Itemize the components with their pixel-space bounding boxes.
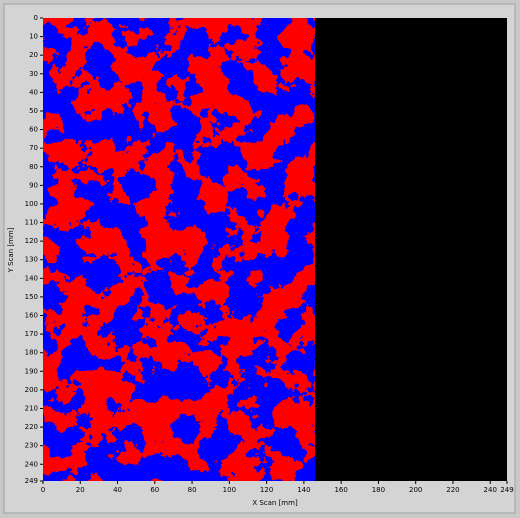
y-tick-label: 249 — [25, 477, 38, 485]
x-tick-label: 60 — [150, 486, 159, 494]
x-tick-label: 249 — [500, 486, 513, 494]
scan-image — [43, 18, 315, 481]
y-tick-label: 10 — [29, 33, 38, 41]
x-tick-label: 0 — [41, 486, 45, 494]
y-tick-label: 120 — [25, 237, 38, 245]
y-tick-label: 100 — [25, 200, 38, 208]
y-tick-label: 170 — [25, 330, 38, 338]
y-tick-label: 80 — [29, 163, 38, 171]
x-tick-label: 140 — [297, 486, 310, 494]
y-tick-label: 210 — [25, 404, 38, 412]
x-tick-label: 100 — [223, 486, 236, 494]
x-tick-label: 180 — [372, 486, 385, 494]
y-tick-label: 240 — [25, 460, 38, 468]
y-tick-label: 200 — [25, 386, 38, 394]
y-tick-label: 190 — [25, 367, 38, 375]
y-tick-label: 160 — [25, 312, 38, 320]
y-tick-label: 130 — [25, 256, 38, 264]
y-tick-label: 20 — [29, 51, 38, 59]
y-tick-label: 0 — [34, 14, 38, 22]
y-tick-label: 180 — [25, 349, 38, 357]
x-tick-label: 200 — [409, 486, 422, 494]
x-tick-label: 120 — [260, 486, 273, 494]
y-tick-label: 110 — [25, 219, 38, 227]
y-tick-label: 90 — [29, 181, 38, 189]
x-tick-label: 80 — [188, 486, 197, 494]
y-tick-label: 70 — [29, 144, 38, 152]
x-axis-label: X Scan [mm] — [252, 499, 298, 507]
y-tick-label: 30 — [29, 70, 38, 78]
y-tick-label: 150 — [25, 293, 38, 301]
y-tick-label: 40 — [29, 88, 38, 96]
y-tick-label: 140 — [25, 274, 38, 282]
x-tick-label: 20 — [76, 486, 85, 494]
x-tick-label: 40 — [113, 486, 122, 494]
y-tick-label: 230 — [25, 442, 38, 450]
y-axis-label: Y Scan [mm] — [7, 227, 15, 273]
y-tick-label: 50 — [29, 107, 38, 115]
y-tick-label: 220 — [25, 423, 38, 431]
x-tick-label: 160 — [334, 486, 347, 494]
y-tick-label: 60 — [29, 126, 38, 134]
x-tick-label: 240 — [484, 486, 497, 494]
x-tick-label: 220 — [446, 486, 459, 494]
